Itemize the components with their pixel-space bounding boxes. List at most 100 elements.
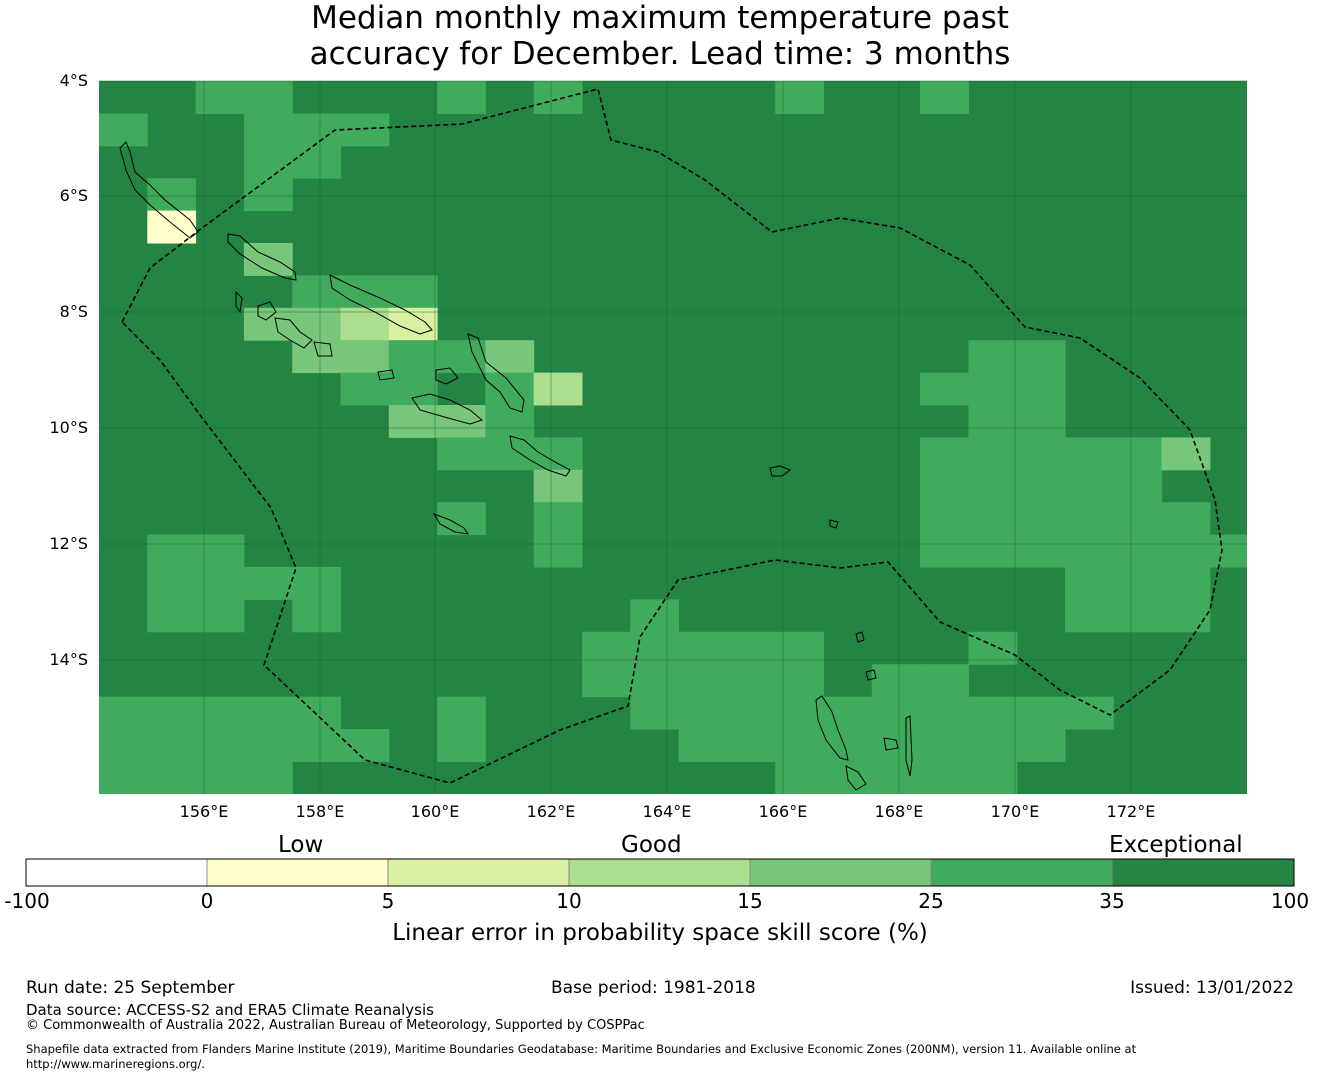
grid-cell	[99, 729, 148, 762]
grid-cell	[243, 696, 293, 730]
graticule	[99, 80, 1247, 794]
lon-label: 156°E	[179, 802, 229, 821]
colorbar-title: Linear error in probability space skill …	[392, 920, 928, 946]
grid-cell	[1161, 599, 1211, 633]
grid-cell	[920, 761, 969, 794]
grid-cell	[340, 372, 390, 406]
grid-cell	[340, 729, 390, 762]
grid-cell	[292, 599, 341, 633]
grid-cell	[485, 340, 535, 374]
grid-cell	[871, 761, 921, 794]
island-coastline	[411, 393, 484, 425]
grid-cell	[243, 145, 293, 179]
grid-cell	[968, 405, 1018, 438]
grid-cell	[726, 696, 776, 730]
grid-cell	[195, 729, 245, 762]
grid-cell	[437, 437, 486, 471]
lon-label: 158°E	[295, 802, 345, 821]
grid-cell	[920, 729, 969, 762]
grid-cell	[1065, 534, 1114, 568]
grid-cell	[437, 729, 486, 762]
lat-label: 12°S	[49, 534, 88, 553]
grid-cell	[968, 502, 1018, 536]
grid-cell	[388, 275, 438, 309]
grid-cell	[437, 502, 486, 536]
skill-grid-cells	[99, 81, 1247, 794]
grid-cell	[726, 729, 776, 762]
grid-cell	[340, 340, 390, 374]
grid-cell	[582, 631, 631, 665]
island-coastline	[855, 631, 865, 643]
grid-cell	[968, 340, 1018, 374]
grid-cell	[533, 372, 583, 406]
grid-cell	[533, 81, 583, 114]
island-coastline	[435, 367, 459, 385]
grid-cell	[582, 664, 631, 698]
grid-cell	[1065, 469, 1114, 503]
grid-cell	[485, 372, 535, 406]
map-title-line-2: accuracy for December. Lead time: 3 mont…	[309, 36, 1011, 72]
colorbar-tick-label: 15	[737, 889, 763, 913]
grid-cell	[968, 469, 1018, 503]
lat-label: 10°S	[49, 418, 88, 437]
grid-cell	[1016, 502, 1066, 536]
grid-cell	[243, 567, 293, 600]
grid-cell	[533, 502, 583, 536]
grid-cell	[871, 664, 921, 698]
legend-exceptional-label: Exceptional	[1109, 832, 1243, 858]
grid-cell	[437, 696, 486, 730]
grid-cell	[871, 696, 921, 730]
grid-cell	[437, 81, 486, 114]
grid-cell	[871, 729, 921, 762]
grid-cell	[292, 275, 341, 309]
grid-cell	[1065, 437, 1114, 471]
grid-cell	[678, 696, 728, 730]
grid-cell	[243, 81, 293, 114]
island-coastline	[829, 519, 839, 529]
grid-cell	[292, 729, 341, 762]
grid-cell	[726, 664, 776, 698]
grid-cell	[99, 113, 148, 147]
grid-cell	[243, 178, 293, 212]
grid-cell	[920, 469, 969, 503]
grid-cell	[775, 761, 824, 794]
colorbar-segment	[931, 859, 1112, 886]
grid-cell	[99, 761, 148, 794]
grid-cell	[1016, 340, 1066, 374]
legend-good-label: Good	[621, 832, 682, 858]
grid-cell	[775, 81, 824, 114]
lon-label: 162°E	[526, 802, 576, 821]
copyright: © Commonwealth of Australia 2022, Austra…	[26, 1018, 645, 1033]
run-date: Run date: 25 September	[26, 978, 235, 998]
base-period: Base period: 1981-2018	[551, 978, 756, 998]
island-coastline	[905, 715, 913, 777]
grid-cell	[678, 631, 728, 665]
grid-cell	[1065, 567, 1114, 600]
grid-cell	[1065, 502, 1114, 536]
grid-cell	[920, 437, 969, 471]
grid-cell	[147, 178, 197, 212]
grid-cell	[1016, 696, 1066, 730]
grid-cell	[775, 729, 824, 762]
grid-cell	[292, 567, 341, 600]
shapefile-credit-line-2: http://www.marineregions.org/.	[26, 1057, 205, 1071]
grid-cell	[1016, 405, 1066, 438]
grid-cell	[1016, 534, 1066, 568]
grid-cell	[195, 761, 245, 794]
lon-label: 172°E	[1106, 802, 1156, 821]
island-coastline	[313, 341, 333, 357]
grid-cell	[147, 567, 197, 600]
grid-cell	[388, 405, 438, 438]
grid-cell	[195, 81, 245, 114]
grid-cell	[340, 307, 390, 341]
island-coastline	[329, 274, 433, 335]
grid-cell	[195, 696, 245, 730]
grid-cell	[1161, 502, 1211, 536]
island-coastline	[119, 141, 199, 239]
grid-cell	[1113, 599, 1163, 633]
grid-cell	[678, 729, 728, 762]
island-coastline	[257, 301, 277, 321]
grid-cell	[147, 696, 197, 730]
island-coastline	[432, 513, 470, 535]
lon-label: 166°E	[758, 802, 808, 821]
